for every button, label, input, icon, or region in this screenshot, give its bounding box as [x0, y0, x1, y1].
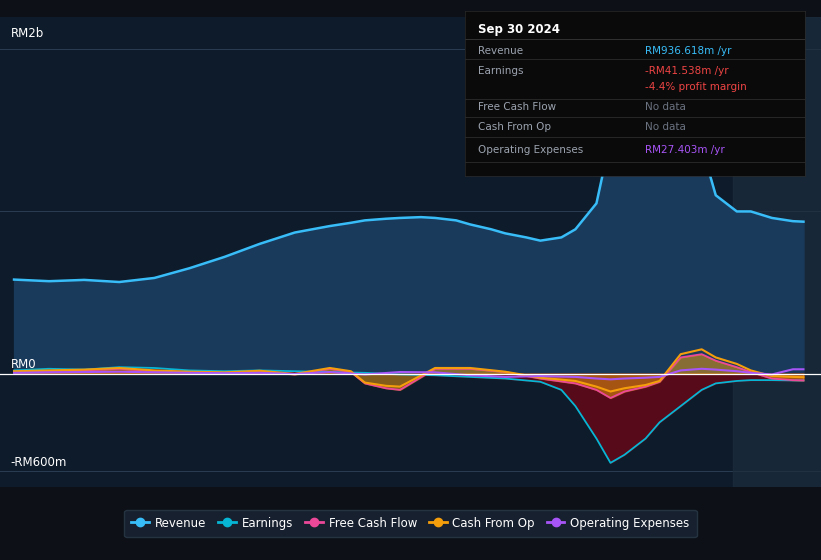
Text: Earnings: Earnings — [479, 66, 524, 76]
Text: RM0: RM0 — [11, 358, 36, 371]
Legend: Revenue, Earnings, Free Cash Flow, Cash From Op, Operating Expenses: Revenue, Earnings, Free Cash Flow, Cash … — [124, 510, 697, 537]
Text: Revenue: Revenue — [479, 46, 524, 56]
Text: Cash From Op: Cash From Op — [479, 122, 552, 132]
Text: No data: No data — [645, 122, 686, 132]
Text: RM2b: RM2b — [11, 26, 44, 40]
Text: RM27.403m /yr: RM27.403m /yr — [645, 145, 725, 155]
Text: -RM600m: -RM600m — [11, 456, 67, 469]
Text: -4.4% profit margin: -4.4% profit margin — [645, 82, 747, 92]
Bar — [733, 17, 821, 487]
Text: No data: No data — [645, 102, 686, 112]
Text: Operating Expenses: Operating Expenses — [479, 145, 584, 155]
Text: -RM41.538m /yr: -RM41.538m /yr — [645, 66, 729, 76]
Text: Sep 30 2024: Sep 30 2024 — [479, 23, 560, 36]
Text: RM936.618m /yr: RM936.618m /yr — [645, 46, 732, 56]
Text: Free Cash Flow: Free Cash Flow — [479, 102, 557, 112]
